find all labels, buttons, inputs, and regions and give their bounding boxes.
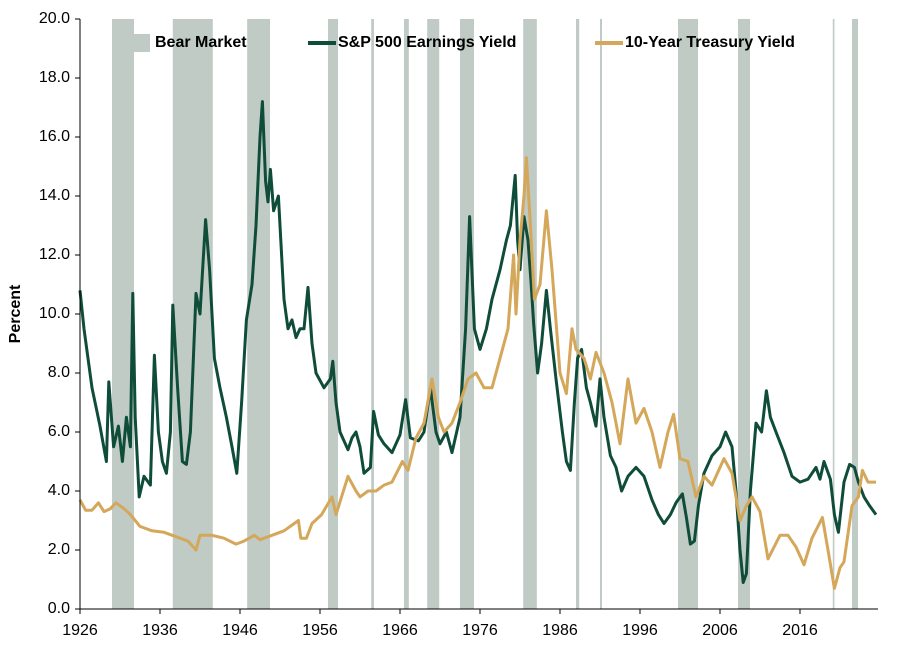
y-tick-label: 12.0	[39, 246, 70, 263]
bear-market-band	[404, 19, 409, 609]
bear-market-band	[371, 19, 374, 609]
bear-market-band	[600, 19, 602, 609]
y-tick-label: 10.0	[39, 305, 70, 322]
y-tick-label: 18.0	[39, 69, 70, 86]
y-tick-label: 6.0	[48, 423, 70, 440]
bear-market-band	[576, 19, 580, 609]
x-tick-label: 1996	[622, 622, 658, 639]
y-axis-label: Percent	[7, 284, 24, 343]
y-tick-label: 8.0	[48, 364, 70, 381]
x-tick-label: 1986	[542, 622, 578, 639]
bear-market-band	[172, 19, 213, 609]
bear-market-band	[247, 19, 270, 609]
x-tick-label: 1956	[302, 622, 338, 639]
legend-label: 10-Year Treasury Yield	[625, 34, 795, 51]
x-tick-label: 2016	[782, 622, 818, 639]
y-tick-label: 20.0	[39, 10, 70, 27]
x-tick-label: 1936	[142, 622, 178, 639]
legend-swatch	[122, 34, 150, 52]
x-tick-label: 1926	[62, 622, 98, 639]
y-tick-label: 14.0	[39, 187, 70, 204]
bear-market-band	[523, 19, 537, 609]
bear-market-band	[832, 19, 835, 609]
bear-market-band	[738, 19, 750, 609]
series-line	[78, 156, 876, 590]
legend-label: S&P 500 Earnings Yield	[338, 34, 516, 51]
bear-market-band	[678, 19, 698, 609]
x-tick-label: 1966	[382, 622, 418, 639]
y-tick-label: 0.0	[48, 600, 70, 617]
y-tick-label: 2.0	[48, 541, 70, 558]
y-tick-label: 4.0	[48, 482, 70, 499]
series-line	[78, 100, 878, 584]
x-tick-label: 1976	[462, 622, 498, 639]
bear-market-band	[112, 19, 134, 609]
x-tick-label: 1946	[222, 622, 258, 639]
x-tick-label: 2006	[702, 622, 738, 639]
y-tick-label: 16.0	[39, 128, 70, 145]
legend-label: Bear Market	[155, 34, 247, 51]
bear-market-band	[427, 19, 440, 609]
bear-market-band	[852, 19, 858, 609]
bear-market-band	[328, 19, 338, 609]
